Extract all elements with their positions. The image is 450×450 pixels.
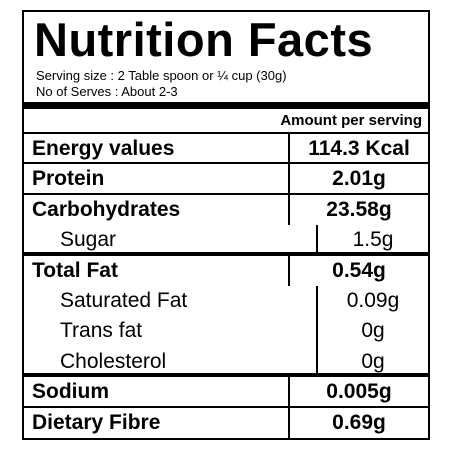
row: Trans fat 0g <box>24 316 428 347</box>
label: Dietary Fibre <box>24 407 290 438</box>
row: Energy values 114.3 Kcal <box>24 134 428 165</box>
title: Nutrition Facts <box>34 13 374 66</box>
value: 23.58g <box>326 197 392 221</box>
value: 2.01g <box>332 167 386 191</box>
label: Saturated Fat <box>24 285 318 317</box>
nutrition-label: Nutrition Facts Serving size : 2 Table s… <box>22 10 430 440</box>
value: 0.54g <box>332 258 386 282</box>
row: Protein 2.01g <box>24 164 428 195</box>
value: 0.69g <box>332 410 386 434</box>
label: Sodium <box>24 377 290 406</box>
servings: No of Serves : About 2-3 <box>36 84 178 99</box>
label: Total Fat <box>24 255 290 286</box>
label: Cholesterol <box>24 346 318 374</box>
value: 0g <box>361 349 385 373</box>
table: Energy values 114.3 Kcal Protein 2.01g Car… <box>24 132 428 438</box>
label: Sugar <box>24 225 318 252</box>
column-header: Amount per serving <box>280 112 422 129</box>
row: Carbohydrates 23.58g <box>24 194 428 226</box>
label: Carbohydrates <box>24 194 290 226</box>
value: 0g <box>361 319 385 343</box>
value: 1.5g <box>352 228 394 252</box>
row: Sodium 0.005g <box>24 377 428 408</box>
label: Trans fat <box>24 316 318 347</box>
value: 114.3 Kcal <box>308 137 410 160</box>
serving-size: Serving size : 2 Table spoon or ¼ cup (3… <box>36 68 287 83</box>
row: Sugar 1.5g <box>24 225 428 256</box>
row: Cholesterol 0g <box>24 346 428 378</box>
value: 0.005g <box>326 380 392 404</box>
row: Saturated Fat 0.09g <box>24 285 428 317</box>
label: Energy values <box>24 134 290 163</box>
value: 0.09g <box>346 288 400 312</box>
label: Protein <box>24 164 290 193</box>
row: Total Fat 0.54g <box>24 255 428 286</box>
row: Dietary Fibre 0.69g <box>24 407 428 438</box>
divider <box>24 102 428 109</box>
